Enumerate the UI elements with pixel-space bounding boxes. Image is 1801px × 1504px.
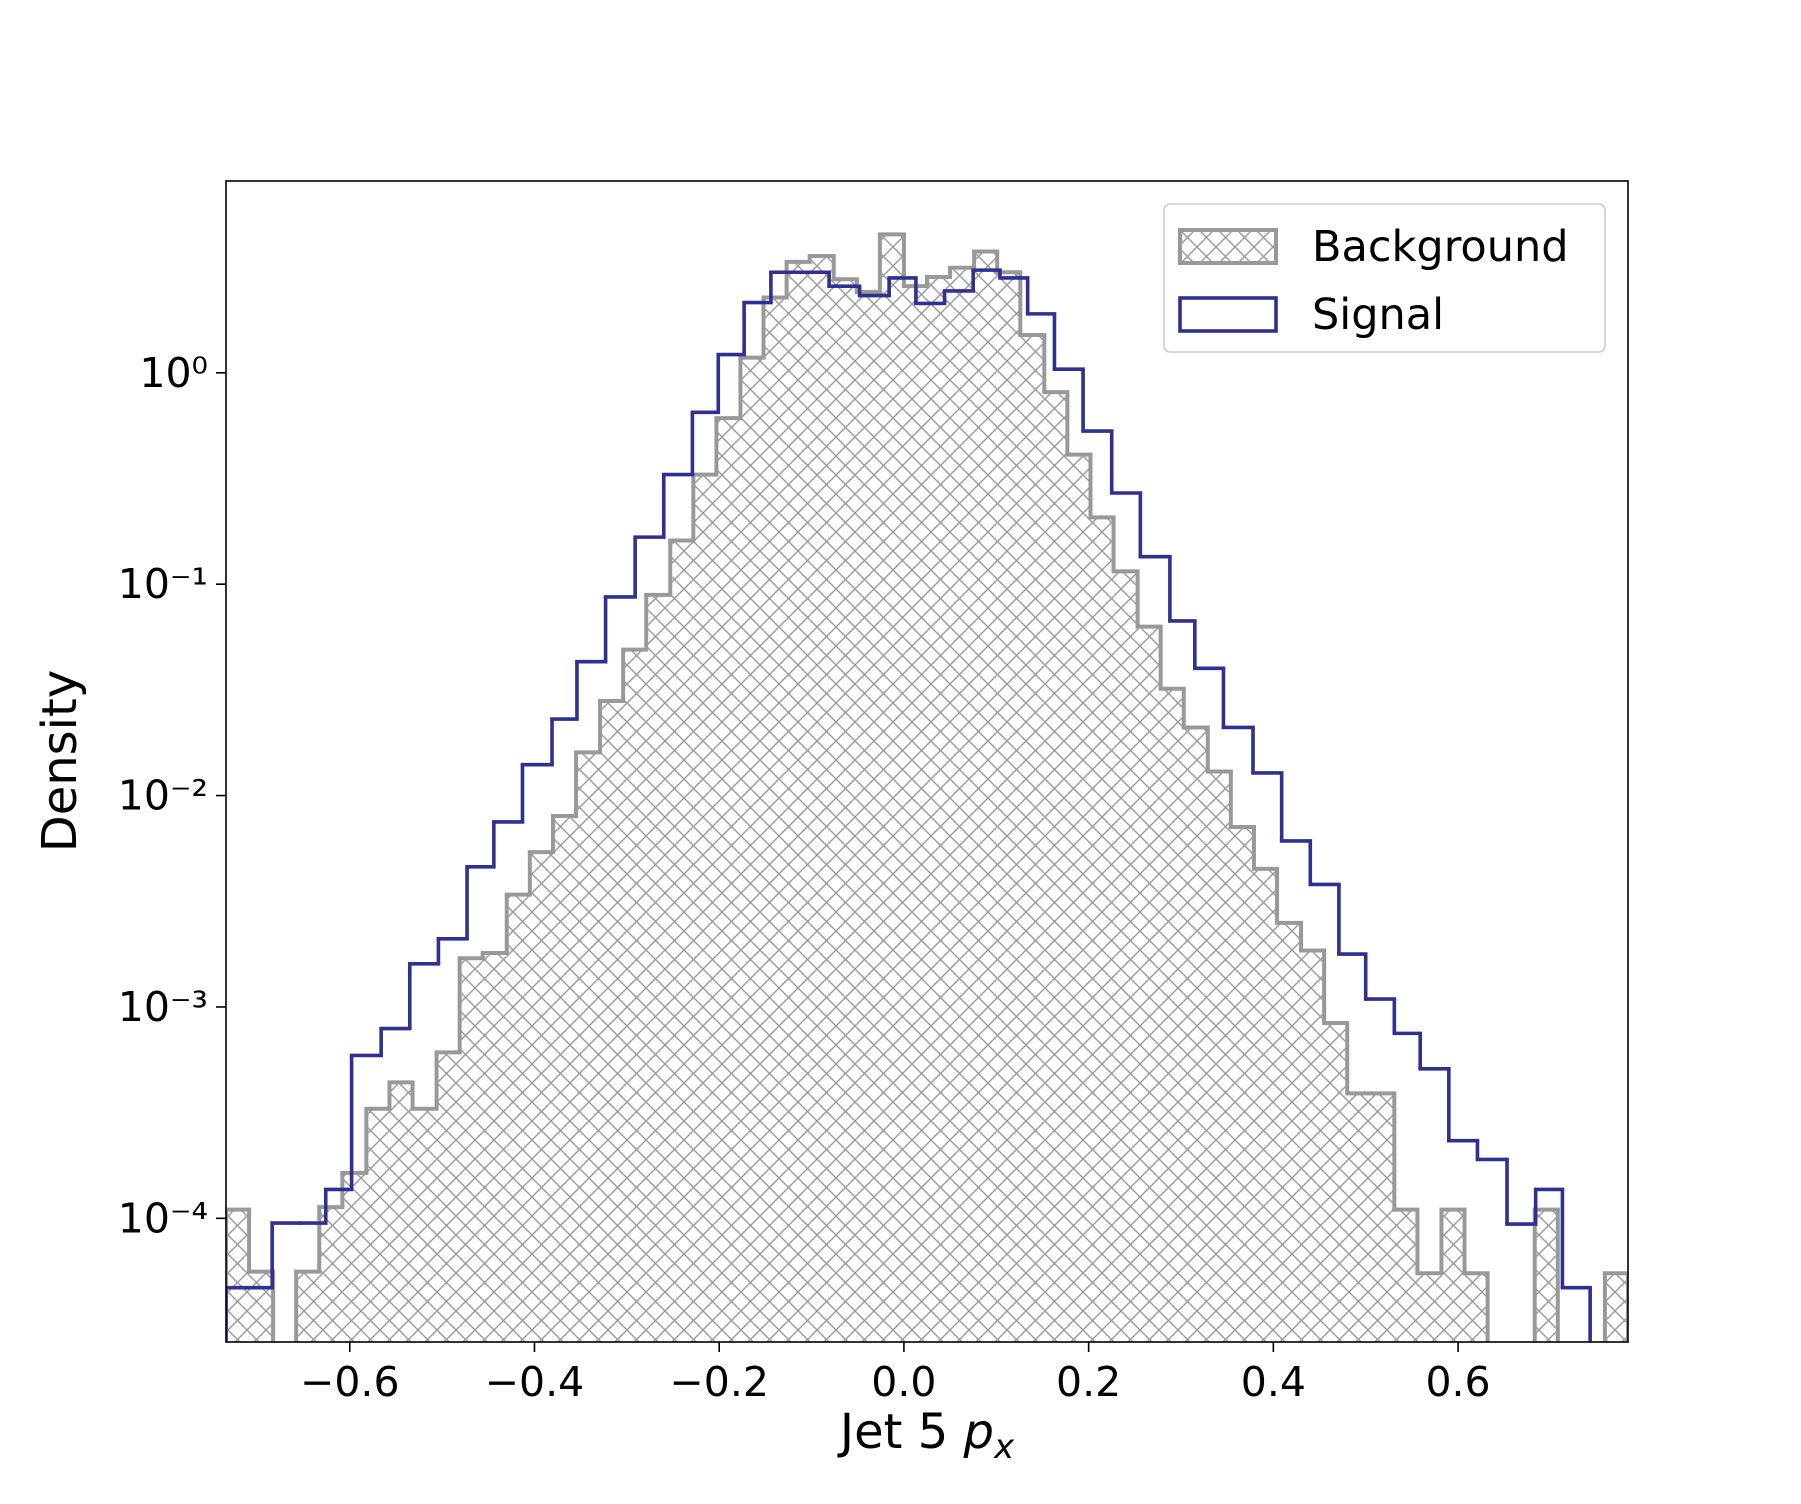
histogram-bar: [623, 649, 647, 1342]
histogram-bar: [646, 594, 671, 1342]
histogram-bar: [716, 418, 741, 1342]
histogram-bar: [1417, 1273, 1442, 1342]
histogram-bar: [786, 261, 810, 1342]
histogram-bar: [342, 1172, 367, 1342]
histogram-bar: [927, 276, 951, 1342]
histogram-bar: [856, 292, 880, 1342]
legend-swatch: [1178, 228, 1278, 265]
histogram-bar: [412, 1108, 437, 1342]
histogram-bar: [1113, 571, 1138, 1342]
histogram-bar: [389, 1082, 413, 1342]
plot-area: [226, 232, 1628, 1342]
histogram-bar: [693, 474, 717, 1342]
histogram-bar: [552, 816, 577, 1342]
histogram-bar: [506, 894, 530, 1342]
y-tick-label: 10⁻⁴: [118, 1194, 208, 1242]
histogram-bar: [1183, 727, 1208, 1342]
histogram-bar: [950, 267, 975, 1342]
axes-frame: [225, 180, 1629, 1343]
x-tick-label: −0.2: [669, 1358, 769, 1406]
histogram-bar: [366, 1108, 390, 1342]
legend-label: Background: [1312, 222, 1569, 272]
histogram-bar: [903, 286, 927, 1342]
histogram-bar: [1067, 454, 1091, 1342]
histogram-bar: [436, 1052, 460, 1342]
x-axis-label: Jet 5 px: [837, 1404, 1015, 1467]
histogram-bar: [997, 272, 1021, 1342]
legend-label: Signal: [1312, 290, 1444, 340]
histogram-bar: [1347, 1093, 1372, 1342]
histogram-bar: [1230, 827, 1254, 1342]
histogram-bar: [1301, 950, 1325, 1342]
histogram-bar: [1604, 1273, 1628, 1342]
y-axis-label: Density: [32, 670, 88, 852]
histogram-bar: [670, 540, 694, 1342]
legend-swatch: [1178, 296, 1278, 333]
histogram-bar: [809, 255, 834, 1342]
histogram-bar: [1534, 1209, 1558, 1342]
histogram-bar: [482, 952, 507, 1342]
x-tick-label: 0.2: [1056, 1358, 1121, 1406]
histogram-bar: [1160, 688, 1184, 1342]
histogram-bar: [879, 234, 904, 1342]
histogram-bar: [1253, 868, 1278, 1342]
histogram-bar: [249, 1271, 274, 1342]
x-tick-label: −0.4: [485, 1358, 585, 1406]
histogram-bar: [1020, 334, 1045, 1342]
histogram-bar: [529, 852, 553, 1342]
histogram-bar: [319, 1207, 343, 1342]
y-tick-label: 10⁰: [139, 349, 208, 397]
histogram-bar: [740, 357, 764, 1342]
histogram-bar: [1277, 922, 1302, 1342]
histogram-bar: [1464, 1273, 1488, 1342]
histogram-bar: [459, 958, 483, 1342]
histogram-bar: [1090, 517, 1114, 1342]
histogram-bar: [226, 1209, 250, 1342]
histogram-bar: [1441, 1209, 1465, 1342]
histogram-bar: [296, 1271, 320, 1342]
histogram-bar: [833, 279, 857, 1342]
histogram-bar: [1207, 771, 1231, 1342]
y-tick-label: 10⁻¹: [118, 560, 208, 608]
y-tick-label: 10⁻²: [118, 772, 208, 820]
x-tick-label: 0.0: [871, 1358, 936, 1406]
x-tick-label: 0.4: [1241, 1358, 1306, 1406]
histogram-bar: [974, 251, 998, 1342]
histogram-bar: [1394, 1209, 1418, 1342]
x-tick-label: −0.6: [300, 1358, 400, 1406]
histogram-bar: [1044, 392, 1068, 1342]
histogram-bar: [600, 701, 624, 1342]
histogram-bar: [1324, 1022, 1348, 1342]
x-tick-label: 0.6: [1425, 1358, 1490, 1406]
histogram-bar: [763, 297, 787, 1342]
histogram-bar: [1371, 1093, 1395, 1342]
histogram-bar: [1137, 626, 1161, 1342]
legend: Background Signal: [1163, 203, 1606, 353]
y-tick-label: 10⁻³: [118, 983, 208, 1031]
histogram-bar: [576, 752, 601, 1342]
